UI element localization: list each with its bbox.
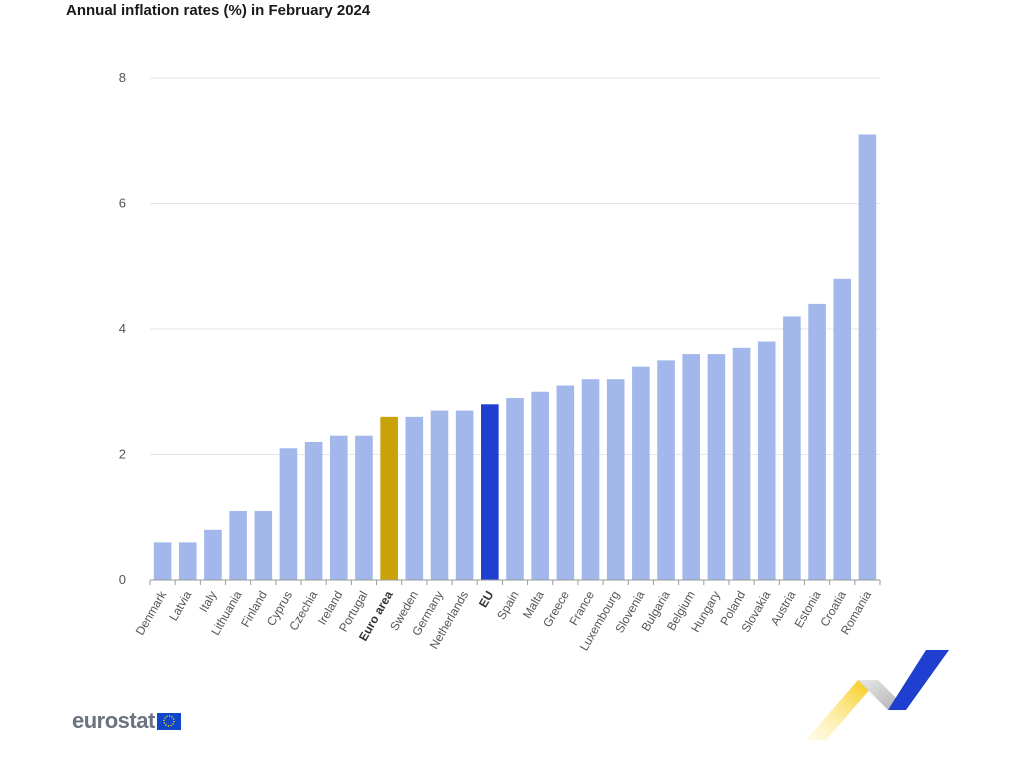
bar-eu [481,404,499,580]
bar-sweden [405,416,424,580]
bar-cyprus [279,448,298,580]
y-tick-label: 8 [119,70,126,85]
eu-flag-icon [156,712,181,730]
x-tick-label: Denmark [133,588,170,638]
bar-malta [531,391,549,580]
bar-austria [783,316,801,580]
bar-czechia [304,441,323,580]
x-axis [149,579,881,585]
bar-germany [430,410,449,580]
bar-luxembourg [606,379,625,580]
bar-spain [506,398,524,580]
x-tick-label: Italy [196,589,219,615]
y-tick-label: 6 [119,196,126,211]
bar-belgium [682,354,701,580]
bar-lithuania [229,510,247,580]
bar-slovakia [757,341,776,580]
y-tick-label: 2 [119,447,126,462]
bar-italy [204,529,222,580]
bar-portugal [355,435,373,580]
y-axis-ticks: 0 2 4 6 8 [119,70,126,587]
bar-netherlands [455,410,474,580]
chart-title: Annual inflation rates (%) in February 2… [66,2,371,19]
bar-romania [858,134,877,580]
bar-poland [732,347,751,580]
bar-hungary [707,354,726,580]
bar-finland [254,510,273,580]
bar-euro-area [380,416,398,580]
bar-greece [556,385,575,580]
bar-france [581,379,600,580]
bar-estonia [808,303,826,580]
x-tick-label: Latvia [166,588,194,623]
y-tick-label: 0 [119,572,126,587]
bar-latvia [178,542,197,580]
x-tick-label: EU [476,589,496,610]
x-tick-label: Spain [494,589,521,623]
bar-slovenia [632,366,650,580]
eurostat-wordmark: eurostat [72,708,155,733]
bars [153,134,877,580]
bar-bulgaria [657,360,675,580]
bar-denmark [153,542,172,580]
bar-croatia [833,278,852,580]
bar-ireland [329,435,348,580]
eurostat-logo: eurostat [72,708,181,734]
y-tick-label: 4 [119,321,126,336]
brand-ribbon-graphic [806,650,949,740]
